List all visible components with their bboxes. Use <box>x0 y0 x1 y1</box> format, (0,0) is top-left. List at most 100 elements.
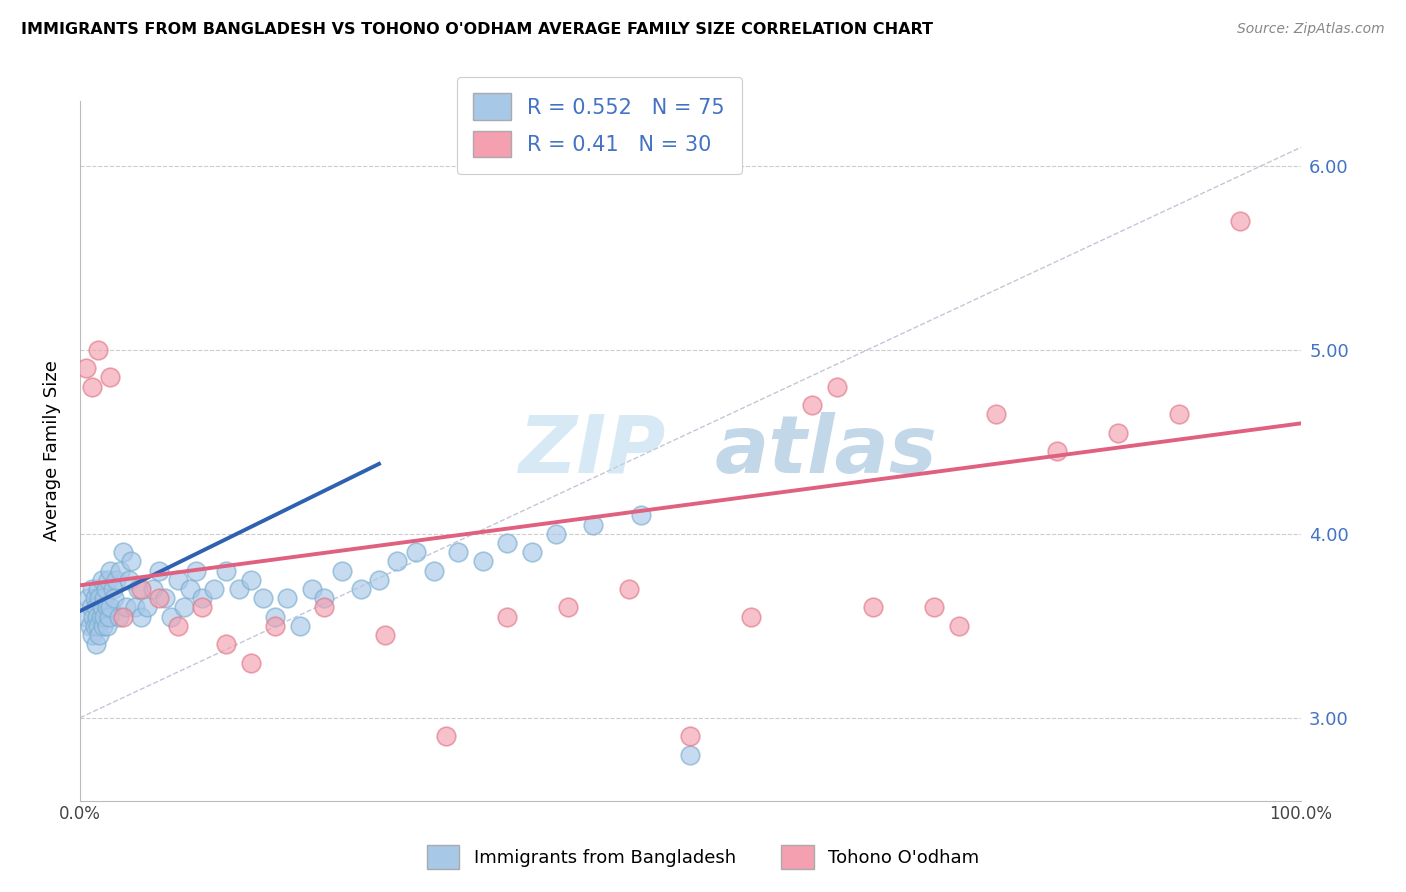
Legend: R = 0.552   N = 75, R = 0.41   N = 30: R = 0.552 N = 75, R = 0.41 N = 30 <box>457 77 742 174</box>
Point <box>166 573 188 587</box>
Point <box>740 609 762 624</box>
Point <box>160 609 183 624</box>
Point <box>679 729 702 743</box>
Point <box>288 619 311 633</box>
Point <box>87 582 110 596</box>
Y-axis label: Average Family Size: Average Family Size <box>44 360 60 541</box>
Point <box>87 619 110 633</box>
Point <box>111 609 134 624</box>
Point <box>350 582 373 596</box>
Point <box>215 637 238 651</box>
Point <box>82 609 104 624</box>
Point <box>434 729 457 743</box>
Point <box>120 554 142 568</box>
Point <box>77 591 100 606</box>
Point <box>80 600 103 615</box>
Point <box>1045 444 1067 458</box>
Point <box>79 619 101 633</box>
Point <box>89 628 111 642</box>
Point <box>239 573 262 587</box>
Text: IMMIGRANTS FROM BANGLADESH VS TOHONO O'ODHAM AVERAGE FAMILY SIZE CORRELATION CHA: IMMIGRANTS FROM BANGLADESH VS TOHONO O'O… <box>21 22 934 37</box>
Point <box>862 600 884 615</box>
Point <box>96 600 118 615</box>
Point <box>98 609 121 624</box>
Point <box>312 600 335 615</box>
Point <box>105 573 128 587</box>
Point <box>191 600 214 615</box>
Text: atlas: atlas <box>714 412 938 490</box>
Point <box>1229 214 1251 228</box>
Point <box>619 582 641 596</box>
Point <box>89 591 111 606</box>
Point <box>447 545 470 559</box>
Point <box>179 582 201 596</box>
Point <box>215 564 238 578</box>
Point <box>93 591 115 606</box>
Point <box>142 582 165 596</box>
Point <box>75 609 97 624</box>
Point <box>129 609 152 624</box>
Point <box>80 628 103 642</box>
Point <box>1167 407 1189 421</box>
Point <box>228 582 250 596</box>
Point <box>252 591 274 606</box>
Point <box>239 656 262 670</box>
Point <box>97 573 120 587</box>
Point <box>387 554 409 568</box>
Point <box>84 600 107 615</box>
Text: ZIP: ZIP <box>519 412 666 490</box>
Point <box>544 526 567 541</box>
Point <box>825 379 848 393</box>
Point <box>124 600 146 615</box>
Point <box>368 573 391 587</box>
Point <box>264 619 287 633</box>
Point <box>155 591 177 606</box>
Point <box>948 619 970 633</box>
Point <box>111 545 134 559</box>
Point <box>471 554 494 568</box>
Point <box>115 600 138 615</box>
Point <box>80 379 103 393</box>
Point <box>75 361 97 376</box>
Point <box>108 564 131 578</box>
Point <box>84 637 107 651</box>
Point <box>496 609 519 624</box>
Point <box>924 600 946 615</box>
Point <box>191 591 214 606</box>
Point <box>520 545 543 559</box>
Point <box>679 747 702 762</box>
Point <box>108 609 131 624</box>
Point <box>374 628 396 642</box>
Point <box>103 591 125 606</box>
Point <box>118 573 141 587</box>
Point <box>148 564 170 578</box>
Point <box>202 582 225 596</box>
Point <box>276 591 298 606</box>
Point <box>80 582 103 596</box>
Point <box>264 609 287 624</box>
Point <box>90 609 112 624</box>
Point <box>83 591 105 606</box>
Point <box>96 619 118 633</box>
Point <box>557 600 579 615</box>
Point <box>1107 425 1129 440</box>
Point <box>984 407 1007 421</box>
Point <box>312 591 335 606</box>
Point <box>496 536 519 550</box>
Point <box>93 609 115 624</box>
Point <box>87 343 110 357</box>
Point <box>801 398 824 412</box>
Point <box>101 582 124 596</box>
Point <box>582 517 605 532</box>
Point <box>90 600 112 615</box>
Point <box>91 619 114 633</box>
Point <box>330 564 353 578</box>
Point <box>100 564 122 578</box>
Point <box>173 600 195 615</box>
Point <box>184 564 207 578</box>
Point <box>148 591 170 606</box>
Point <box>100 370 122 384</box>
Point <box>136 600 159 615</box>
Point <box>405 545 427 559</box>
Point <box>129 582 152 596</box>
